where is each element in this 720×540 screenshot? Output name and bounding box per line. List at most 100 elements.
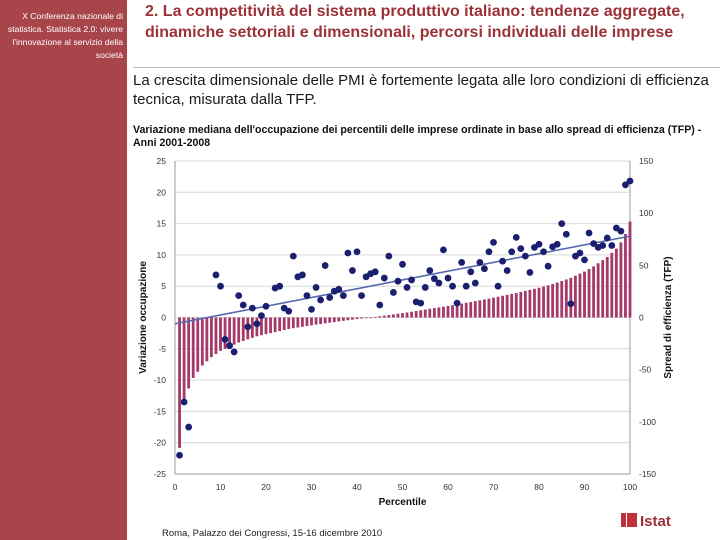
employment-point bbox=[385, 252, 393, 260]
employment-point bbox=[471, 279, 479, 287]
y-tick-left-label: 0 bbox=[161, 313, 166, 323]
y-tick-right-label: 150 bbox=[639, 156, 653, 166]
y-tick-left-label: 10 bbox=[157, 250, 167, 260]
tfp-bar bbox=[332, 317, 336, 323]
tfp-bar bbox=[619, 242, 623, 318]
employment-point bbox=[508, 248, 516, 256]
x-tick-label: 70 bbox=[489, 482, 499, 492]
tfp-bar bbox=[282, 317, 286, 331]
employment-point bbox=[590, 240, 597, 248]
employment-point bbox=[230, 348, 238, 356]
tfp-bar bbox=[369, 317, 373, 319]
employment-point bbox=[494, 282, 502, 290]
tfp-bar bbox=[510, 293, 514, 318]
tfp-bar bbox=[551, 284, 555, 318]
chart-title: Variazione mediana dell'occupazione dei … bbox=[133, 124, 702, 149]
y-tick-right-label: -150 bbox=[639, 469, 656, 479]
y-tick-right-label: 50 bbox=[639, 260, 649, 270]
tfp-bar bbox=[296, 317, 300, 328]
tfp-bar bbox=[214, 317, 218, 355]
tfp-bar bbox=[219, 317, 222, 351]
tfp-bar bbox=[260, 317, 263, 336]
employment-point bbox=[558, 220, 566, 227]
tfp-bar bbox=[405, 312, 409, 318]
tfp-bar bbox=[605, 256, 609, 318]
tfp-bar bbox=[223, 317, 227, 349]
chart: -25-20-15-10-50510152025-150-100-5005010… bbox=[138, 156, 674, 505]
tfp-bar bbox=[373, 316, 377, 318]
tfp-bar bbox=[287, 317, 291, 329]
y-tick-left-label: -25 bbox=[154, 469, 167, 479]
employment-point bbox=[344, 249, 352, 257]
tfp-bar bbox=[478, 300, 482, 318]
tfp-bar bbox=[341, 317, 345, 321]
employment-point bbox=[212, 271, 220, 279]
logo-text: Istat bbox=[640, 513, 671, 530]
tfp-bar bbox=[278, 317, 282, 332]
tfp-bar bbox=[537, 287, 541, 318]
tfp-bar bbox=[387, 314, 391, 318]
tfp-bar bbox=[237, 317, 241, 343]
tfp-bar bbox=[451, 305, 454, 318]
tfp-bar bbox=[542, 286, 545, 318]
tfp-bar bbox=[264, 317, 268, 335]
employment-point bbox=[581, 256, 588, 264]
tfp-bar bbox=[360, 317, 363, 319]
tfp-bar bbox=[601, 260, 605, 318]
employment-point bbox=[626, 177, 634, 185]
employment-point bbox=[239, 301, 247, 309]
tfp-bar bbox=[337, 317, 341, 322]
y-tick-left-label: -10 bbox=[154, 375, 167, 385]
tfp-bar bbox=[182, 317, 186, 401]
tfp-bar bbox=[437, 307, 441, 318]
tfp-bar bbox=[587, 268, 591, 318]
employment-point bbox=[444, 274, 452, 282]
tfp-bar bbox=[492, 297, 495, 318]
x-tick-label: 30 bbox=[307, 482, 317, 492]
employment-point bbox=[608, 242, 616, 249]
y-tick-right-label: 100 bbox=[639, 208, 653, 218]
tfp-bar bbox=[569, 277, 573, 318]
employment-point bbox=[176, 451, 183, 459]
tfp-bar bbox=[241, 317, 245, 341]
tfp-bar bbox=[624, 234, 627, 318]
tfp-bar bbox=[273, 317, 277, 333]
employment-point bbox=[585, 229, 593, 237]
tfp-bar bbox=[228, 317, 232, 347]
tfp-bar bbox=[314, 317, 318, 325]
x-tick-label: 90 bbox=[580, 482, 590, 492]
tfp-bar bbox=[423, 309, 427, 318]
tfp-bar bbox=[328, 317, 332, 323]
tfp-bar bbox=[269, 317, 272, 334]
tfp-bar bbox=[533, 288, 536, 318]
employment-point bbox=[335, 285, 343, 293]
tfp-bar bbox=[323, 317, 327, 324]
employment-point bbox=[226, 342, 233, 350]
employment-point bbox=[576, 249, 584, 257]
tfp-bar bbox=[300, 317, 304, 327]
employment-point bbox=[521, 252, 529, 260]
employment-point bbox=[358, 292, 365, 299]
tfp-bar bbox=[614, 248, 618, 318]
tfp-bar bbox=[250, 317, 254, 338]
y-tick-left-label: -15 bbox=[154, 406, 167, 416]
slide-title: 2. La competitività del sistema produtti… bbox=[145, 3, 685, 41]
tfp-bar bbox=[460, 303, 464, 318]
tfp-bar bbox=[573, 275, 577, 318]
x-tick-label: 0 bbox=[173, 482, 178, 492]
tfp-bar bbox=[355, 317, 359, 320]
tfp-bar bbox=[578, 273, 582, 318]
y-axis-right-label: Spread di efficienza (TFP) bbox=[663, 256, 674, 378]
tfp-bar bbox=[519, 291, 523, 318]
employment-point bbox=[567, 300, 575, 308]
tfp-bar bbox=[305, 317, 309, 327]
employment-point bbox=[399, 260, 406, 268]
employment-point bbox=[353, 248, 361, 256]
tfp-bar bbox=[205, 317, 209, 362]
employment-point bbox=[526, 269, 534, 276]
footer-text: Roma, Palazzo dei Congressi, 15-16 dicem… bbox=[162, 528, 383, 539]
tfp-bar bbox=[546, 285, 550, 318]
tfp-bar bbox=[391, 314, 395, 318]
tfp-bar bbox=[560, 280, 564, 318]
employment-point bbox=[417, 299, 425, 307]
